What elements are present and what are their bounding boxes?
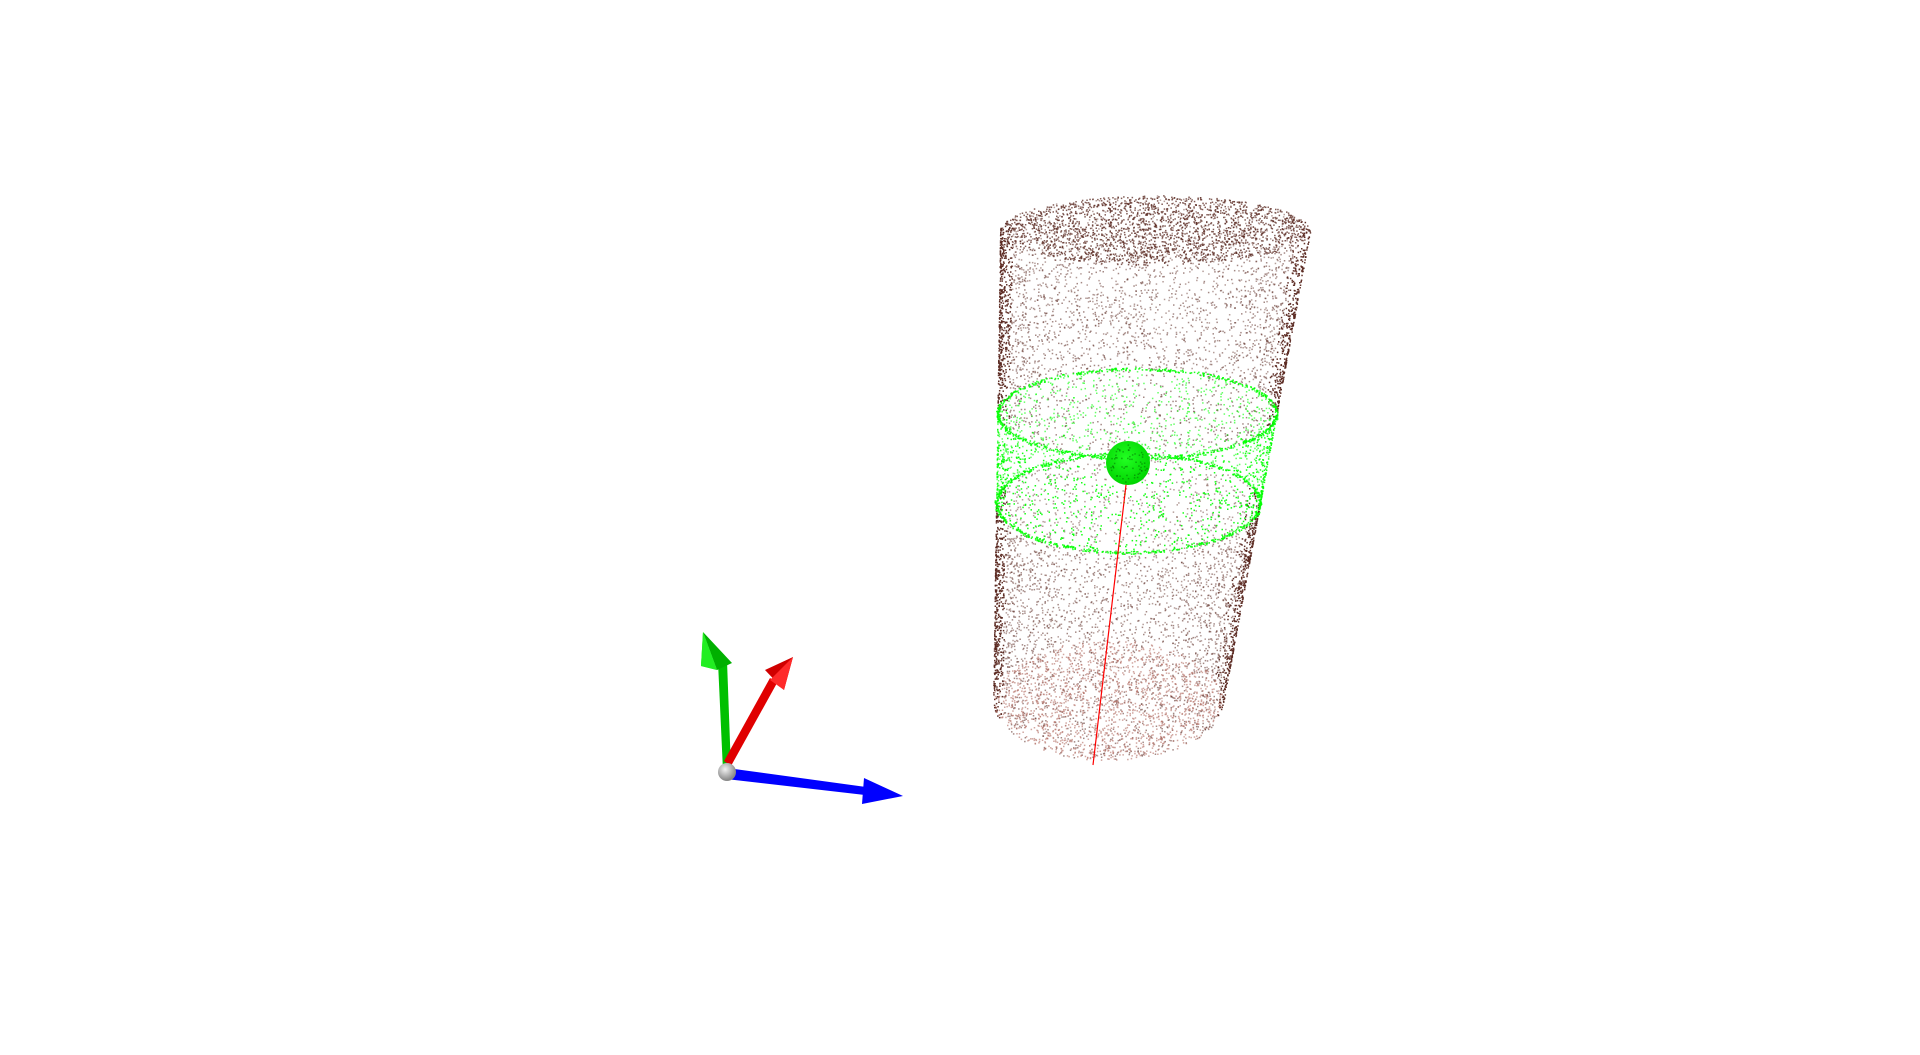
highlighted-ring-points (994, 367, 1279, 555)
y-axis-arrow (701, 632, 732, 771)
cylinder-axis-line (1092, 467, 1129, 766)
z-axis-arrow (724, 657, 793, 766)
axes-gizmo-icon (701, 632, 903, 804)
cylinder-point-cloud (993, 195, 1312, 761)
x-axis-arrow (726, 768, 903, 804)
sphere-marker-icon (1106, 441, 1150, 485)
frame-origin (718, 763, 736, 781)
